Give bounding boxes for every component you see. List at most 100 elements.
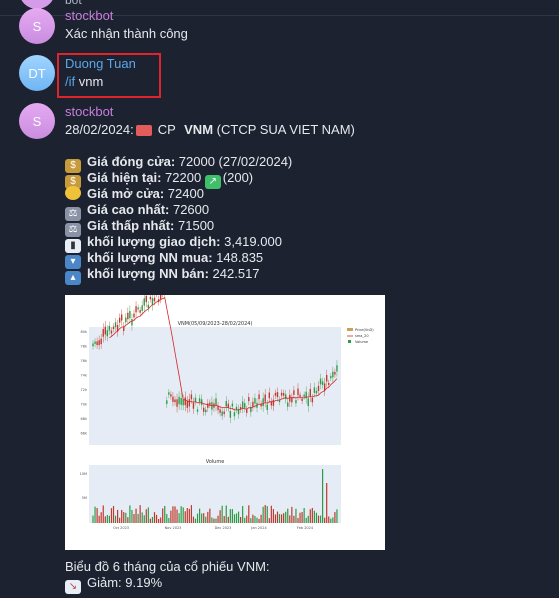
volume-bar xyxy=(92,515,94,523)
volume-bar xyxy=(289,515,291,523)
y-tick-label: 72k xyxy=(81,388,88,392)
volume-bar xyxy=(309,509,311,523)
command-link[interactable]: /if xyxy=(65,74,76,89)
volume-bar xyxy=(164,505,166,523)
candle xyxy=(203,407,205,412)
candle xyxy=(170,394,172,397)
volume-bar xyxy=(285,511,287,523)
volume-bar xyxy=(303,507,305,523)
candle xyxy=(186,401,188,408)
volume-bar xyxy=(328,516,330,523)
candle xyxy=(229,410,232,418)
candle xyxy=(196,409,199,412)
volume-bar xyxy=(272,509,274,523)
volume-bar xyxy=(295,508,297,523)
info-line: ⚖ Giá cao nhất: 72600 xyxy=(65,202,209,221)
volume-bar xyxy=(217,515,219,523)
volume-bar xyxy=(172,506,174,523)
candle xyxy=(276,392,279,398)
volume-bar xyxy=(129,505,131,523)
candle xyxy=(301,398,303,401)
volume-bar xyxy=(324,517,326,523)
volume-bar xyxy=(319,515,322,523)
candle xyxy=(336,365,338,372)
volume-bar xyxy=(334,512,336,523)
candle xyxy=(110,330,113,334)
volume-bar xyxy=(100,512,102,523)
sender-name[interactable]: stockbot xyxy=(65,104,114,119)
candle xyxy=(274,392,277,396)
candle xyxy=(323,383,326,391)
volume-bar xyxy=(332,517,334,523)
cp-label: CP xyxy=(157,122,176,137)
chart-up-icon: ↗ xyxy=(204,175,221,189)
candle xyxy=(332,371,334,378)
avatar-stockbot[interactable]: S xyxy=(19,103,55,139)
candle xyxy=(192,402,195,409)
volume-bar xyxy=(199,508,201,523)
chart-image[interactable]: VNM(05/09/2023-28/02/2024) Volume 80k 78k… xyxy=(65,285,385,550)
sender-name[interactable]: stockbot xyxy=(65,8,114,23)
volume-bar xyxy=(223,516,225,523)
candle xyxy=(147,304,150,309)
legend-swatch-price xyxy=(347,328,353,331)
volume-bar xyxy=(96,508,98,523)
volume-bar xyxy=(125,512,127,523)
volume-bar xyxy=(276,511,279,523)
chart-down-icon: ↘ xyxy=(65,580,81,594)
volume-bar xyxy=(317,515,320,523)
candle xyxy=(330,376,332,379)
command-arg: vnm xyxy=(75,74,104,89)
volume-bar xyxy=(108,515,110,523)
avatar-duong-tuan[interactable]: DT xyxy=(19,55,55,91)
volume-bar xyxy=(192,516,195,523)
volume-bar xyxy=(196,513,199,523)
candle xyxy=(94,341,96,344)
candle xyxy=(246,409,248,413)
candle xyxy=(211,402,213,410)
chart-title: VNM(05/09/2023-28/02/2024) xyxy=(178,321,253,327)
candle xyxy=(106,330,109,337)
volume-bar xyxy=(244,517,246,523)
volume-bar xyxy=(170,510,172,523)
volume-bar xyxy=(188,508,190,523)
divider xyxy=(0,15,559,16)
candle xyxy=(250,406,252,413)
candle xyxy=(282,393,285,396)
volume-bar xyxy=(293,515,295,523)
info-line: ▾ khối lượng NN mua: 148.835 xyxy=(65,250,263,269)
volume-bar xyxy=(119,517,121,523)
candle xyxy=(217,405,219,411)
legend-swatch-volume xyxy=(348,340,351,343)
coin-icon xyxy=(65,186,81,200)
candle xyxy=(100,338,102,345)
volume-tick-label: 10M xyxy=(80,472,87,476)
candle xyxy=(260,403,262,407)
candle xyxy=(139,310,141,313)
candle xyxy=(141,305,143,311)
volume-bar xyxy=(283,513,285,523)
candle xyxy=(219,409,221,413)
volume-bar xyxy=(297,518,299,523)
info-line: Giá mở cửa: 72400 xyxy=(65,186,204,201)
y-tick-label: 70k xyxy=(81,403,88,407)
volume-bar xyxy=(135,508,137,523)
volume-bar xyxy=(250,518,252,523)
avatar xyxy=(19,0,55,9)
avatar-stockbot[interactable]: S xyxy=(19,8,55,44)
volume-bar xyxy=(194,518,197,523)
volume-bar xyxy=(203,513,205,523)
volume-bar xyxy=(147,507,149,523)
candle xyxy=(258,394,260,400)
candle xyxy=(176,399,178,407)
candle xyxy=(313,387,316,393)
candle xyxy=(112,326,115,330)
sender-name[interactable]: Duong Tuan xyxy=(65,56,136,71)
volume-bar xyxy=(229,509,231,523)
candle xyxy=(153,297,156,302)
candle xyxy=(127,312,129,320)
candle xyxy=(184,397,186,406)
candle xyxy=(317,385,320,392)
candle xyxy=(121,314,123,321)
candle xyxy=(215,398,217,406)
